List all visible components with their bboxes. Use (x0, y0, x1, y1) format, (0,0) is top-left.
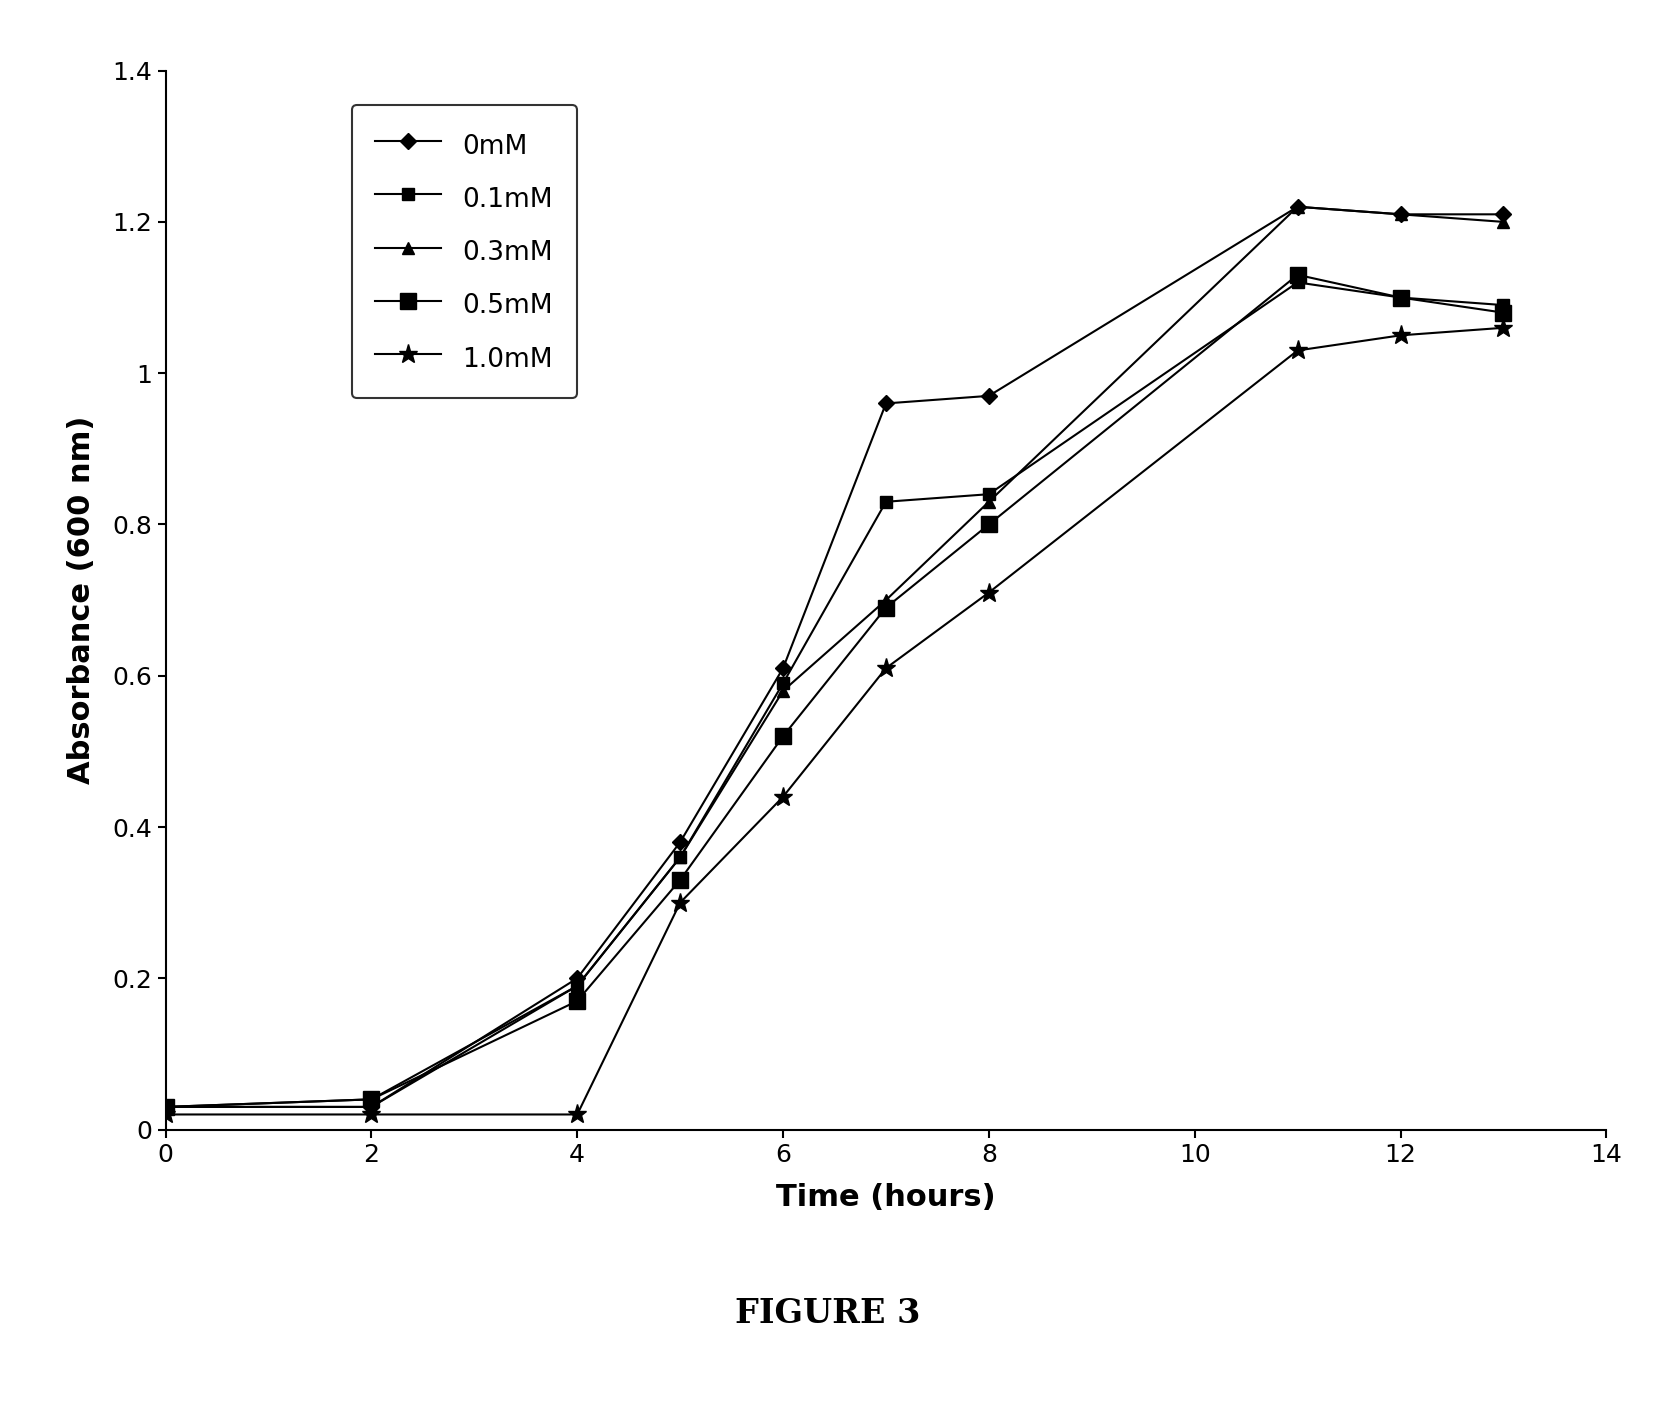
0mM (773, 659, 793, 676)
0.1mM (1390, 289, 1410, 306)
1.0mM (773, 788, 793, 805)
0mM (670, 833, 690, 850)
1.0mM (875, 659, 895, 676)
0mM (978, 387, 998, 404)
Line: 0.5mM: 0.5mM (157, 267, 1511, 1115)
X-axis label: Time (hours): Time (hours) (776, 1183, 995, 1213)
Line: 0mM: 0mM (161, 201, 1508, 1113)
Legend: 0mM, 0.1mM, 0.3mM, 0.5mM, 1.0mM: 0mM, 0.1mM, 0.3mM, 0.5mM, 1.0mM (351, 104, 576, 398)
0mM (1493, 206, 1513, 223)
0.3mM (1288, 198, 1307, 215)
0mM (361, 1099, 381, 1115)
0.1mM (1288, 274, 1307, 291)
0mM (1390, 206, 1410, 223)
1.0mM (1390, 328, 1410, 345)
Text: FIGURE 3: FIGURE 3 (735, 1296, 920, 1330)
Y-axis label: Absorbance (600 nm): Absorbance (600 nm) (66, 417, 96, 784)
0.3mM (156, 1099, 175, 1115)
0.3mM (361, 1099, 381, 1115)
0.3mM (568, 977, 588, 994)
0.1mM (978, 486, 998, 503)
1.0mM (568, 1106, 588, 1123)
0mM (156, 1099, 175, 1115)
0mM (875, 395, 895, 412)
Line: 0.1mM: 0.1mM (159, 277, 1509, 1113)
1.0mM (156, 1106, 175, 1123)
1.0mM (1493, 319, 1513, 336)
0.5mM (361, 1091, 381, 1108)
0.1mM (670, 849, 690, 866)
0.5mM (875, 599, 895, 616)
0.5mM (1390, 289, 1410, 306)
0.1mM (875, 493, 895, 510)
1.0mM (978, 585, 998, 602)
0.5mM (156, 1099, 175, 1115)
0.5mM (1288, 267, 1307, 284)
0.3mM (978, 493, 998, 510)
0.5mM (773, 727, 793, 744)
Line: 0.3mM: 0.3mM (159, 201, 1509, 1113)
0mM (568, 970, 588, 987)
0.5mM (978, 515, 998, 532)
0.3mM (1390, 206, 1410, 223)
0.3mM (875, 592, 895, 609)
0.5mM (1493, 304, 1513, 321)
1.0mM (1288, 342, 1307, 359)
0.3mM (773, 682, 793, 699)
0.1mM (773, 675, 793, 692)
0.5mM (568, 993, 588, 1010)
0.3mM (1493, 213, 1513, 230)
1.0mM (361, 1106, 381, 1123)
0.1mM (568, 977, 588, 994)
0.1mM (156, 1099, 175, 1115)
0mM (1288, 198, 1307, 215)
0.3mM (670, 849, 690, 866)
0.1mM (1493, 297, 1513, 313)
Line: 1.0mM: 1.0mM (156, 318, 1513, 1124)
0.5mM (670, 871, 690, 888)
1.0mM (670, 894, 690, 911)
0.1mM (361, 1091, 381, 1108)
